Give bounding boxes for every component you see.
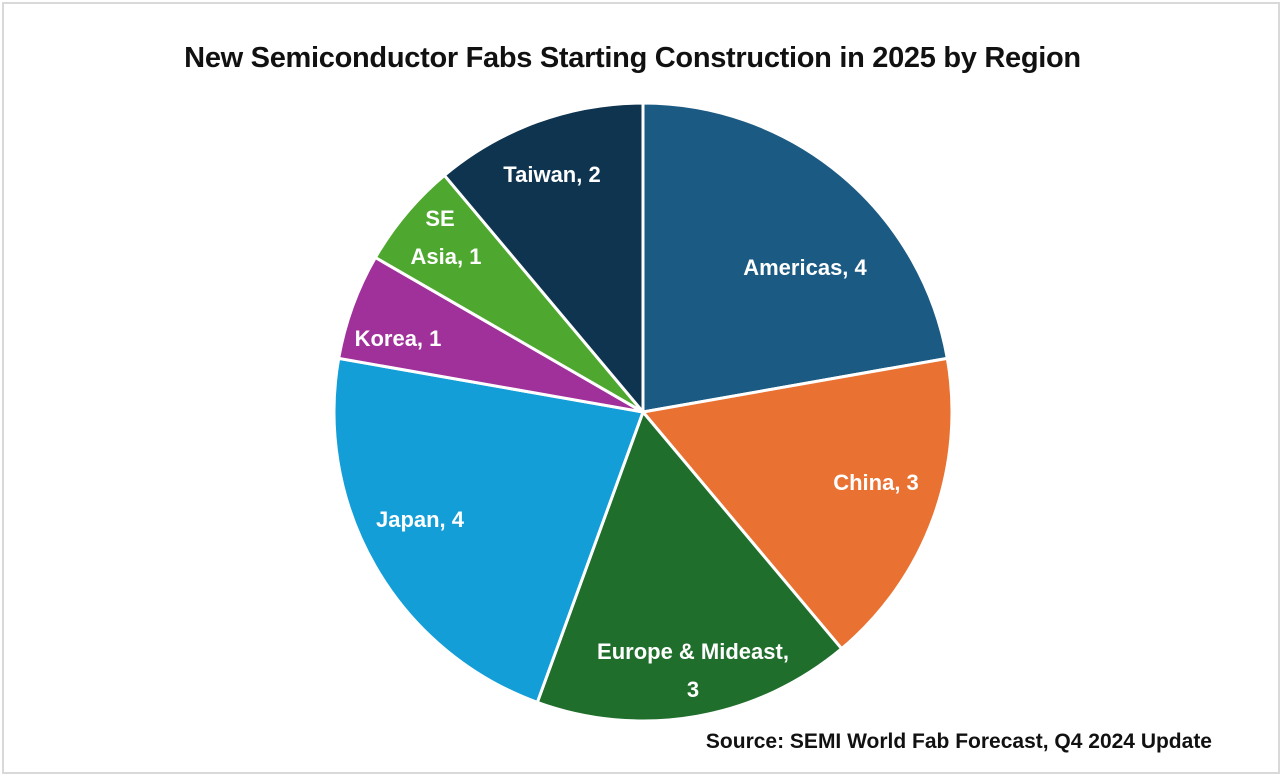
label-korea: Korea, 1 [355, 326, 442, 351]
pie-slice-europe-mideast [535, 409, 844, 723]
source-note: Source: SEMI World Fab Forecast, Q4 2024… [705, 730, 1212, 753]
pie-slice-japan [332, 356, 646, 705]
pie-slice-americas [641, 101, 950, 414]
pie-slices [332, 101, 954, 723]
pie-slice-taiwan [442, 101, 645, 417]
label-japan: Japan, 4 [376, 507, 465, 532]
label-taiwan: Taiwan, 2 [503, 162, 600, 187]
chart-title: New Semiconductor Fabs Starting Construc… [184, 42, 1081, 74]
label-europe-line1: Europe & Mideast, [597, 639, 789, 664]
label-americas: Americas, 4 [743, 255, 867, 280]
label-europe-line2: 3 [687, 677, 699, 702]
label-china: China, 3 [833, 470, 919, 495]
pie-slice-china [640, 356, 954, 651]
label-seasia-line1: SE [425, 206, 454, 231]
label-seasia-line2: Asia, 1 [411, 244, 482, 269]
